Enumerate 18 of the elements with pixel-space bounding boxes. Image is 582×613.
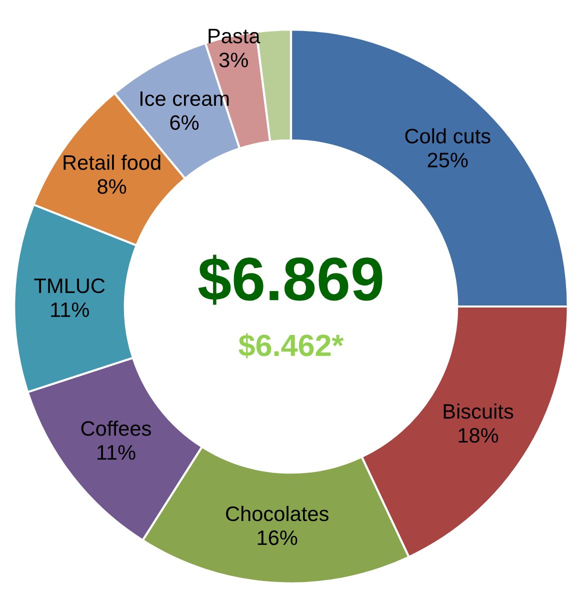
data-label: 8% bbox=[98, 179, 126, 194]
data-label: 6% bbox=[170, 115, 199, 130]
text: $6.462* bbox=[238, 333, 344, 358]
data-label: 3% bbox=[219, 52, 248, 68]
slice-label: Retail food bbox=[64, 154, 160, 170]
slice-label: Biscuits bbox=[444, 404, 514, 419]
slice-label: Chocolates bbox=[226, 506, 328, 522]
data-label: 11% bbox=[97, 445, 136, 460]
slice-label: Pasta bbox=[208, 28, 260, 44]
slice-label: Ice cream bbox=[140, 91, 229, 106]
text: $6.869 bbox=[198, 254, 382, 305]
slice-label: TMLUC bbox=[34, 278, 105, 294]
data-label: 16% bbox=[258, 530, 298, 546]
data-label: 11% bbox=[51, 302, 89, 318]
data-label: 18% bbox=[458, 428, 498, 443]
slice-label: Cold cuts bbox=[405, 128, 490, 144]
slice-label: Coffees bbox=[81, 420, 151, 436]
data-label: 25% bbox=[428, 152, 468, 168]
